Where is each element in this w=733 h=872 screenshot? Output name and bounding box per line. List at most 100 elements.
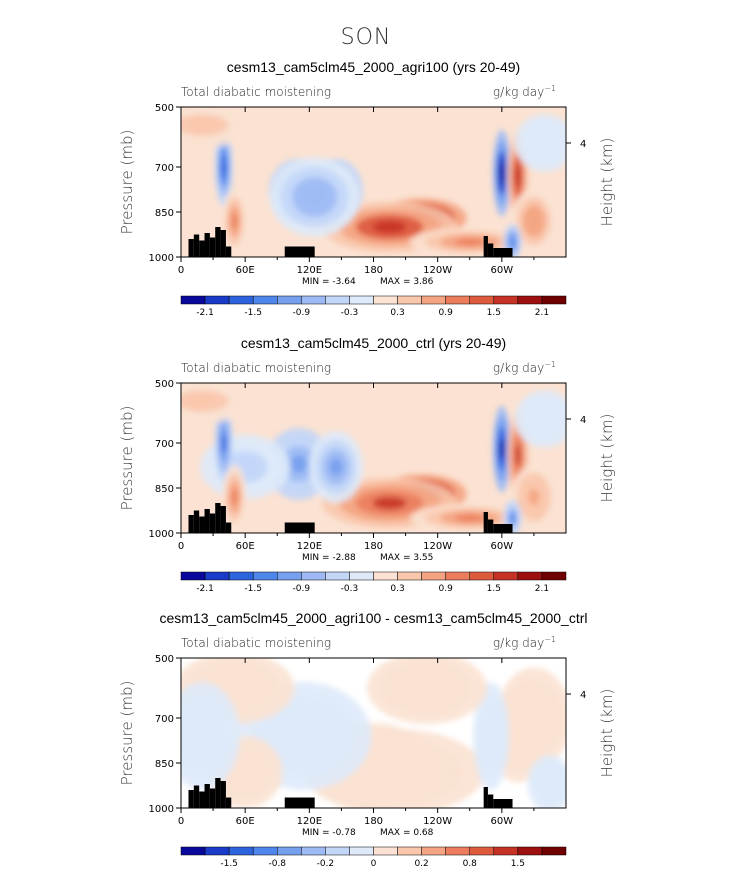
x-axis: 0 60E 120E 180 120W 60W [178, 383, 535, 552]
colorbar-box [301, 846, 326, 856]
colorbar-box [301, 295, 326, 305]
land-bar [193, 234, 200, 257]
contour-blob-5 [486, 722, 496, 750]
y-axis-right: 4 Height (km) [566, 414, 616, 503]
land-bar [493, 524, 513, 533]
panel-variable-label: Total diabatic moistening [181, 361, 331, 375]
y-tick-label: 850 [155, 208, 174, 219]
colorbar-label: -0.3 [341, 308, 359, 318]
panel-title: cesm13_cam5clm45_2000_agri100 - cesm13_c… [159, 610, 587, 626]
panel-variable-label: Total diabatic moistening [181, 636, 331, 650]
contour-blob-1 [372, 220, 407, 234]
y-right-axis-title: Height (km) [598, 138, 616, 227]
x-tick-label: 180 [364, 541, 383, 552]
land-mask [188, 227, 513, 257]
min-label: MIN = -3.64 [302, 277, 356, 287]
min-label: MIN = -2.88 [302, 553, 356, 563]
contour-blob-6 [221, 433, 227, 453]
colorbar-box [180, 571, 206, 581]
panel-units: g/kg day−1 [493, 635, 556, 650]
land-bar [209, 237, 216, 257]
colorbar-box [445, 295, 470, 305]
chart-panel-3: cesm13_cam5clm45_2000_agri100 - cesm13_c… [118, 610, 616, 869]
colorbar-box [493, 846, 519, 856]
y-tick-label: 850 [155, 484, 174, 495]
contour-blob-7 [235, 763, 255, 781]
colorbar-box [277, 295, 302, 305]
colorbar-box [517, 295, 543, 305]
panel-title: cesm13_cam5clm45_2000_agri100 (yrs 20-49… [227, 59, 520, 75]
contour-blob-10 [193, 722, 212, 750]
colorbar-box [373, 571, 398, 581]
land-bar [220, 781, 226, 808]
x-tick-label: 60E [236, 541, 255, 552]
contour-blob-2 [454, 238, 485, 246]
colorbar-box [397, 571, 422, 581]
colorbar-box [469, 295, 495, 305]
colorbar-label: 0.3 [390, 584, 404, 594]
colorbar-label: -1.5 [220, 859, 238, 869]
x-tick-label: 60W [491, 816, 514, 827]
contour-field [181, 383, 566, 533]
colorbar-label: -0.3 [341, 584, 359, 594]
y-right-tick-label: 4 [580, 139, 586, 150]
contour-blob-5 [303, 187, 326, 207]
x-tick-label: 0 [178, 816, 184, 827]
land-bar [284, 797, 315, 808]
colorbar-box [252, 846, 278, 856]
colorbar-box [493, 571, 519, 581]
y-axis-right: 4 Height (km) [566, 689, 616, 778]
colorbar-box [541, 846, 567, 856]
contour-blob-9 [528, 488, 540, 506]
y-tick-label: 700 [155, 714, 174, 725]
y-tick-label: 850 [155, 759, 174, 770]
y-tick-label: 1000 [149, 253, 174, 264]
colorbar-label: 0.2 [414, 859, 428, 869]
x-tick-label: 120W [423, 265, 452, 276]
land-bar [199, 240, 205, 257]
colorbar-box [277, 571, 302, 581]
contour-blob-7 [499, 162, 505, 184]
colorbar-label: 0 [371, 859, 377, 869]
land-bar [483, 512, 488, 533]
colorbar-label: -2.1 [196, 308, 214, 318]
land-bar [204, 233, 210, 257]
contour-blob-1 [372, 496, 407, 510]
units-text: g/kg day [493, 85, 544, 99]
colorbar-label: 1.5 [511, 859, 525, 869]
colorbar-label: 0.3 [390, 308, 404, 318]
colorbar-box [349, 571, 374, 581]
land-bar [220, 506, 226, 533]
x-tick-label: 120W [423, 541, 452, 552]
y-right-axis-title: Height (km) [598, 689, 616, 778]
x-tick-label: 60E [236, 265, 255, 276]
colorbar-box [421, 571, 446, 581]
units-exponent: −1 [544, 635, 556, 644]
y-tick-label: 1000 [149, 804, 174, 815]
land-bar [188, 515, 194, 533]
colorbar-box [252, 295, 278, 305]
colorbar-box [421, 295, 446, 305]
max-label: MAX = 3.55 [380, 553, 433, 563]
colorbar-box [517, 571, 543, 581]
x-tick-label: 120W [423, 816, 452, 827]
contour-blob-10 [231, 488, 238, 506]
contour-blob-1 [372, 761, 418, 783]
land-bar [284, 522, 315, 533]
colorbar-label: -1.5 [244, 308, 262, 318]
contour-blob-8 [219, 679, 250, 697]
y-axis: 500 700 850 1000 Pressure (mb) [118, 654, 181, 815]
colorbar-box [541, 295, 567, 305]
y-axis-title: Pressure (mb) [118, 406, 136, 511]
colorbar-label: 2.1 [535, 308, 549, 318]
colorbar-box [301, 571, 326, 581]
x-tick-label: 60W [491, 265, 514, 276]
colorbar-box [469, 846, 495, 856]
y-right-axis-title: Height (km) [598, 414, 616, 503]
units-text: g/kg day [493, 361, 544, 375]
colorbar-box [228, 571, 254, 581]
y-right-tick-label: 4 [580, 415, 586, 426]
colorbar-box [180, 295, 206, 305]
